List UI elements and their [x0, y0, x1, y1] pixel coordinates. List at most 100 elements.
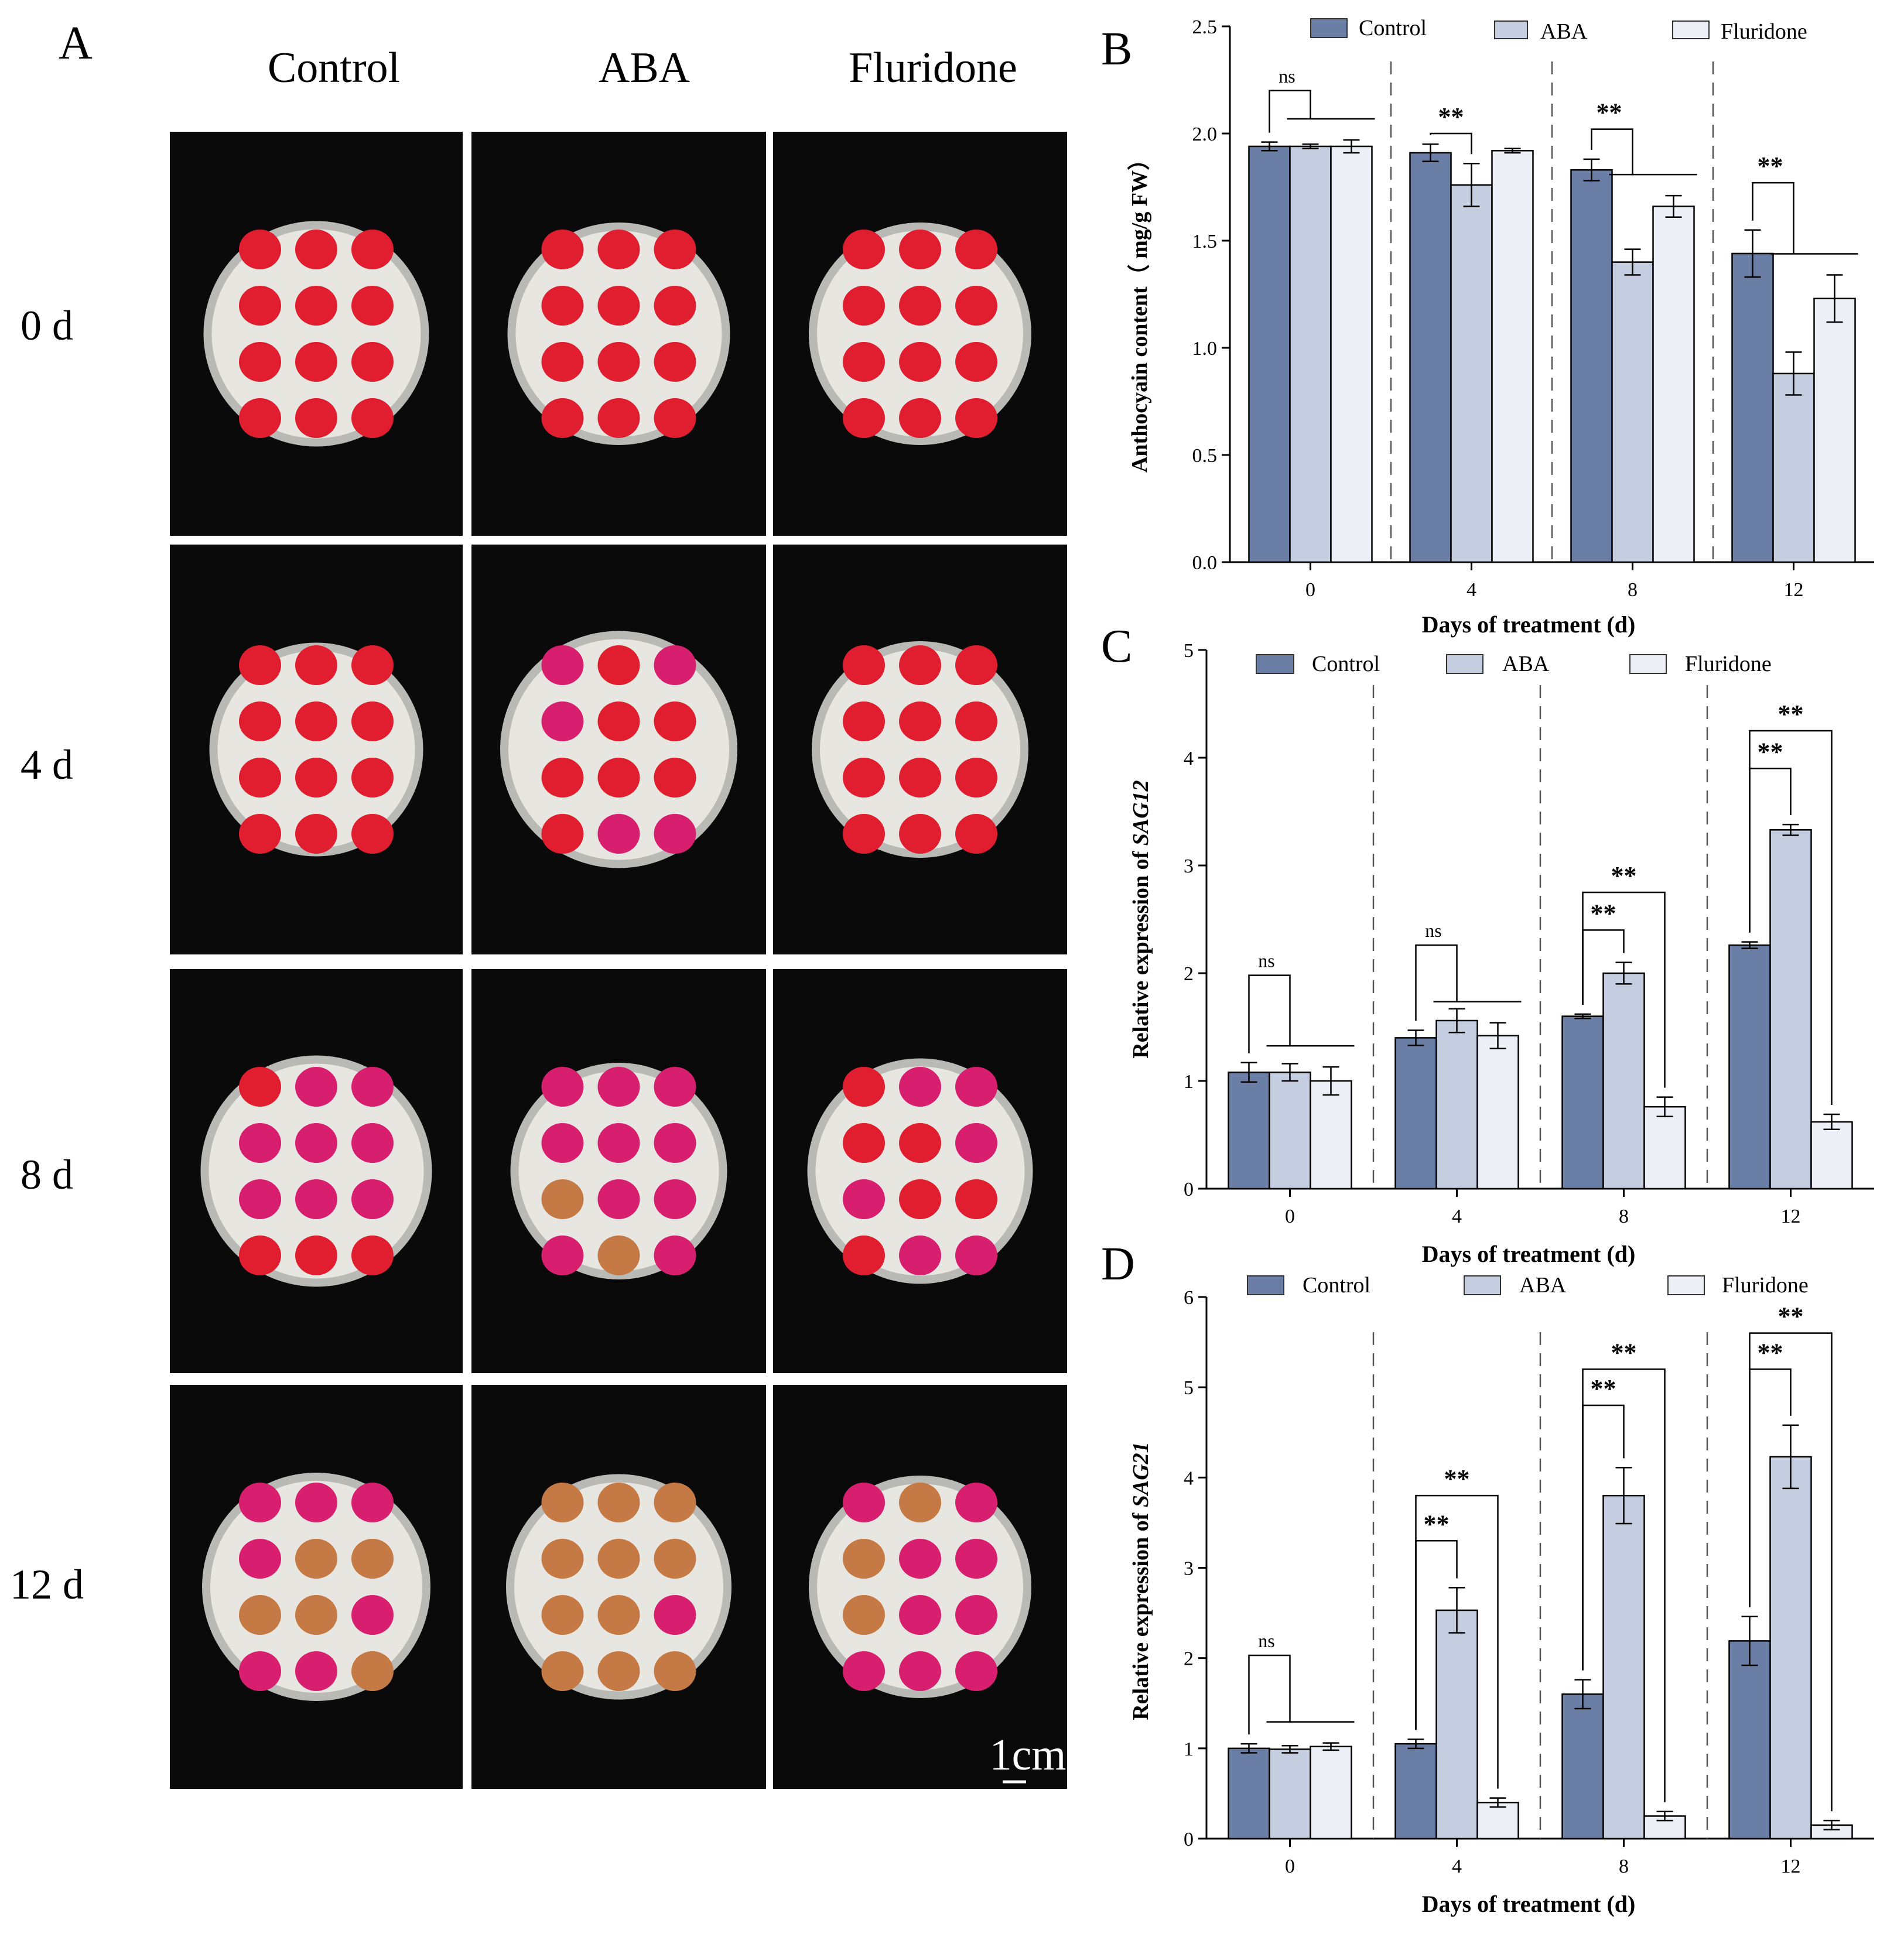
y-axis-label-c: Relative expression of SAG12 — [1129, 780, 1153, 1058]
significance-label: ** — [1438, 102, 1464, 131]
petal-disc — [955, 645, 997, 685]
significance-label: ** — [1424, 1510, 1450, 1538]
legend-label-aba: ABA — [1502, 652, 1550, 676]
petal-disc — [843, 1123, 885, 1163]
petal-disc — [654, 645, 696, 685]
petal-disc — [899, 645, 941, 685]
bar-fluridone — [1310, 1080, 1352, 1190]
bar-aba — [1269, 1072, 1311, 1190]
row-label-8d: 8 d — [20, 1151, 73, 1198]
bar-control — [1561, 1015, 1604, 1190]
filter-paper — [518, 1071, 719, 1271]
petal-disc — [654, 1539, 696, 1579]
bracket-line — [1430, 132, 1472, 155]
petal-disc — [654, 701, 696, 741]
bracket-line — [1752, 182, 1794, 254]
y-tick-label: 1.0 — [1192, 338, 1218, 360]
dish-photo-0d-fluridone — [773, 132, 1067, 536]
petal-disc — [239, 1595, 281, 1635]
significance-label: ** — [1597, 98, 1622, 127]
y-axis-label-d-gene: SAG21 — [1129, 1442, 1153, 1507]
legend-label-fluridone: Fluridone — [1685, 652, 1772, 676]
y-tick-label: 3 — [1184, 1558, 1194, 1580]
petal-disc — [654, 1067, 696, 1107]
bar-fluridone — [1810, 1121, 1853, 1190]
petal-disc — [955, 230, 997, 269]
legend-label-control: Control — [1312, 652, 1380, 676]
petal-disc — [597, 230, 640, 269]
petal-disc — [899, 1067, 941, 1107]
legend-swatch-aba — [1464, 1275, 1501, 1295]
y-tick-label: 6 — [1184, 1287, 1194, 1309]
legend-b: Control ABA Fluridone — [1310, 16, 1807, 44]
row-label-0d: 0 d — [20, 302, 73, 349]
petal-disc — [351, 814, 394, 854]
y-tick-label: 0 — [1184, 1179, 1194, 1200]
petal-disc — [654, 398, 696, 438]
dish-photo-4d-control — [170, 545, 463, 954]
petal-disc — [541, 1236, 584, 1275]
y-tick-label: 0.5 — [1192, 445, 1218, 467]
petal-disc — [843, 1595, 885, 1635]
petal-disc — [955, 342, 997, 382]
bar-fluridone — [1643, 1106, 1686, 1190]
petal-disc — [597, 1595, 640, 1635]
petal-disc — [351, 1236, 394, 1275]
legend-label-aba: ABA — [1540, 19, 1588, 44]
y-axis-label-d: Relative expression of SAG21 — [1129, 1442, 1153, 1720]
petal-disc — [351, 286, 394, 326]
bar-aba — [1769, 829, 1812, 1190]
petal-disc — [597, 1123, 640, 1163]
filter-paper — [815, 1066, 1025, 1276]
filter-paper — [211, 229, 421, 439]
x-tick-label: 0 — [1285, 1206, 1295, 1227]
petal-disc — [351, 342, 394, 382]
bracket-line — [1749, 1332, 1833, 1812]
dish-photo-12d-fluridone — [773, 1385, 1067, 1789]
petal-disc — [239, 758, 281, 798]
petal-disc — [239, 342, 281, 382]
bar-fluridone — [1813, 297, 1856, 563]
bar-fluridone — [1491, 150, 1534, 563]
significance-bracket: ** — [1591, 98, 1697, 176]
legend-label-control: Control — [1359, 16, 1427, 40]
x-tick-label: 12 — [1784, 579, 1804, 601]
y-tick-label: 2 — [1184, 963, 1194, 985]
petal-disc — [654, 1179, 696, 1219]
petal-disc — [955, 1651, 997, 1691]
petal-disc — [955, 286, 997, 326]
petal-disc — [295, 230, 337, 269]
bar-control — [1728, 944, 1771, 1190]
petal-disc — [597, 1539, 640, 1579]
petal-disc — [899, 1651, 941, 1691]
petal-disc — [541, 701, 584, 741]
significance-bracket: ** — [1430, 102, 1472, 155]
petal-disc — [295, 1595, 337, 1635]
x-tick-label: 8 — [1619, 1856, 1629, 1877]
bracket-line — [1248, 974, 1291, 1053]
petal-disc — [597, 342, 640, 382]
panel-label-c: C — [1101, 621, 1132, 672]
petal-disc — [654, 1123, 696, 1163]
significance-label: ** — [1591, 899, 1616, 928]
significance-bracket: ns — [1269, 66, 1375, 133]
y-axis-label-b: Anthocyain content（ mg/g FW） — [1127, 148, 1152, 473]
petal-disc — [295, 1539, 337, 1579]
significance-label: ** — [1778, 700, 1804, 728]
petal-disc — [541, 645, 584, 685]
petal-disc — [597, 645, 640, 685]
y-axis-label-d-prefix: Relative expression of — [1129, 1507, 1153, 1720]
petal-disc — [955, 1067, 997, 1107]
significance-bracket: ** — [1582, 899, 1625, 1005]
bar-aba — [1769, 1456, 1812, 1840]
petal-disc — [541, 1067, 584, 1107]
petal-disc — [597, 1236, 640, 1275]
petal-disc — [955, 1595, 997, 1635]
petal-disc — [351, 1651, 394, 1691]
significance-bracket: ns — [1248, 950, 1355, 1053]
bar-aba — [1435, 1609, 1478, 1840]
significance-bracket: ** — [1582, 1374, 1625, 1671]
petal-disc — [541, 1539, 584, 1579]
